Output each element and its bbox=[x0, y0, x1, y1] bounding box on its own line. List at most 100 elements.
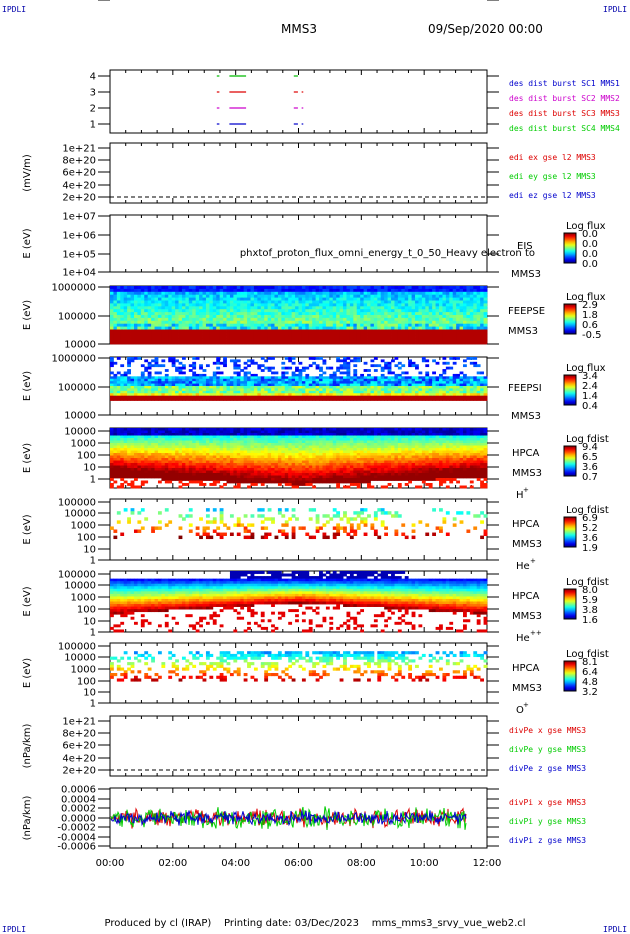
species-label-hpca_he2: He bbox=[516, 633, 530, 644]
y-axis-label-hpca_he: E (eV) bbox=[22, 514, 33, 544]
legend-dive-1: divPe y gse MMS3 bbox=[509, 745, 586, 754]
colorbar-title-feeps_e: Log flux bbox=[566, 292, 606, 303]
overlap-label-eis: phxtof_proton_flux_omni_energy_t_0_50_He… bbox=[240, 248, 535, 259]
y-tick-label-hpca_he: 1000 bbox=[71, 521, 96, 532]
x-tick-label: 00:00 bbox=[96, 858, 125, 869]
colorbar-eis bbox=[563, 232, 577, 264]
y-tick-label-edi: 1e+21 bbox=[62, 144, 96, 155]
y-tick-label-divi: -0.0006 bbox=[57, 842, 96, 853]
y-axis-label-feeps_e: E (eV) bbox=[22, 300, 33, 330]
spacecraft-label-eis: MMS3 bbox=[511, 269, 541, 280]
y-tick-label-hpca_o: 10000 bbox=[64, 653, 96, 664]
y-tick-label-hpca_h: 1 bbox=[90, 475, 96, 486]
spacecraft-label-hpca_o: MMS3 bbox=[512, 683, 542, 694]
spacecraft-label-hpca_he2: MMS3 bbox=[512, 611, 542, 622]
y-tick-label-feeps_e: 100000 bbox=[58, 312, 96, 323]
colorbar-tick-feeps_i: 1.4 bbox=[582, 391, 598, 402]
colorbar-tick-feeps_i: 2.4 bbox=[582, 381, 598, 392]
colorbar-tick-feeps_e: 0.6 bbox=[582, 320, 598, 331]
colorbar-tick-hpca_he2: 1.6 bbox=[582, 615, 598, 626]
panel-frame-dive bbox=[109, 715, 488, 777]
y-tick-label-hpca_o: 100000 bbox=[58, 642, 96, 653]
footer-printing-date: Printing date: 03/Dec/2023 bbox=[223, 918, 359, 929]
y-tick-label-feeps_e: 1000000 bbox=[51, 283, 96, 294]
footer-script-name: mms_mms3_srvy_vue_web2.cl bbox=[371, 918, 526, 929]
y-tick-label-hpca_o: 100 bbox=[77, 677, 96, 688]
spectrogram-hpca_h bbox=[110, 428, 488, 489]
legend-edi-0: edi ex gse l2 MMS3 bbox=[509, 153, 596, 162]
colorbar-tick-hpca_h: 6.5 bbox=[582, 452, 598, 463]
colorbar-tick-hpca_o: 4.8 bbox=[582, 677, 598, 688]
spacecraft-label-hpca_h: MMS3 bbox=[512, 468, 542, 479]
y-tick-label-hpca_o: 1 bbox=[90, 699, 96, 710]
y-tick-label-feeps_i: 10000 bbox=[64, 411, 96, 422]
species-charge-hpca_o: + bbox=[523, 701, 529, 709]
spectrogram-feeps_e bbox=[110, 286, 488, 345]
corner-label-top-left: IPDLI bbox=[2, 5, 27, 14]
legend-edi-2: edi ez gse l2 MMS3 bbox=[509, 191, 596, 200]
colorbar-tick-eis: 0.0 bbox=[582, 249, 598, 260]
legend-burst-3: des dist burst SC4 MMS4 bbox=[509, 124, 620, 133]
y-tick-label-hpca_he: 10 bbox=[83, 545, 96, 556]
y-tick-label-dive: 4e+20 bbox=[62, 754, 96, 765]
y-tick-label-dive: 8e+20 bbox=[62, 729, 96, 740]
y-tick-label-divi: 0.0004 bbox=[61, 795, 96, 806]
spectrogram-hpca_o bbox=[110, 651, 488, 682]
y-tick-label-divi: 0.0006 bbox=[61, 785, 96, 796]
species-charge-hpca_he: + bbox=[530, 557, 536, 565]
colorbar-title-hpca_he2: Log fdist bbox=[566, 577, 609, 588]
y-axis-label-hpca_h: E (eV) bbox=[22, 443, 33, 473]
y-axis-label-hpca_o: E (eV) bbox=[22, 658, 33, 688]
divpi-series-2 bbox=[110, 810, 467, 827]
date-title: 09/Sep/2020 00:00 bbox=[428, 22, 543, 36]
colorbar-tick-eis: 0.0 bbox=[582, 229, 598, 240]
y-tick-label-eis: 1e+06 bbox=[62, 231, 96, 242]
legend-divi-0: divPi x gse MMS3 bbox=[509, 798, 586, 807]
colorbar-feeps_i bbox=[563, 374, 577, 406]
y-tick-label-burst: 3 bbox=[90, 88, 96, 99]
colorbar-tick-feeps_i: 0.4 bbox=[582, 401, 598, 412]
colorbar-tick-feeps_e: 2.9 bbox=[582, 300, 598, 311]
y-tick-label-hpca_he: 10000 bbox=[64, 509, 96, 520]
colorbar-feeps_e bbox=[563, 303, 577, 335]
colorbar-hpca_he2 bbox=[563, 588, 577, 620]
y-tick-label-dive: 2e+20 bbox=[62, 766, 96, 777]
y-tick-label-hpca_he2: 10000 bbox=[64, 581, 96, 592]
colorbar-tick-feeps_e: -0.5 bbox=[582, 330, 602, 341]
y-axis-label-dive: (nPa/km) bbox=[22, 724, 33, 769]
y-tick-label-edi: 2e+20 bbox=[62, 193, 96, 204]
spacecraft-label-feeps_e: MMS3 bbox=[508, 326, 538, 337]
legend-burst-2: des dist burst SC3 MMS3 bbox=[509, 109, 620, 118]
species-charge-hpca_he2: ++ bbox=[530, 629, 542, 637]
y-tick-label-dive: 6e+20 bbox=[62, 741, 96, 752]
colorbar-tick-hpca_o: 6.4 bbox=[582, 667, 598, 678]
y-tick-label-edi: 6e+20 bbox=[62, 168, 96, 179]
x-tick-label: 08:00 bbox=[347, 858, 376, 869]
y-tick-label-hpca_o: 10 bbox=[83, 688, 96, 699]
y-tick-label-burst: 2 bbox=[90, 104, 96, 115]
species-label-hpca_o: O bbox=[516, 705, 524, 716]
colorbar-tick-hpca_he2: 5.9 bbox=[582, 595, 598, 606]
y-tick-label-hpca_o: 1000 bbox=[71, 665, 96, 676]
spectrogram-hpca_he2 bbox=[110, 571, 488, 633]
y-axis-label-divi: (nPa/km) bbox=[22, 796, 33, 841]
instrument-label-hpca_he2: HPCA bbox=[512, 591, 540, 602]
spacecraft-label-feeps_i: MMS3 bbox=[511, 411, 541, 422]
y-tick-label-hpca_h: 100 bbox=[77, 451, 96, 462]
y-tick-label-feeps_i: 1000000 bbox=[51, 354, 96, 365]
y-tick-label-hpca_h: 1000 bbox=[71, 439, 96, 450]
legend-edi-1: edi ey gse l2 MMS3 bbox=[509, 172, 596, 181]
corner-label-bottom-right: IPDLI bbox=[603, 925, 628, 934]
colorbar-tick-hpca_he: 1.9 bbox=[582, 543, 598, 554]
y-tick-label-dive: 1e+21 bbox=[62, 717, 96, 728]
spacecraft-label-hpca_he: MMS3 bbox=[512, 539, 542, 550]
y-axis-label-eis: E (eV) bbox=[22, 228, 33, 258]
instrument-label-feeps_e: FEEPSE bbox=[508, 306, 545, 317]
y-tick-label-edi: 8e+20 bbox=[62, 156, 96, 167]
y-tick-label-burst: 4 bbox=[90, 72, 96, 83]
colorbar-tick-feeps_i: 3.4 bbox=[582, 371, 598, 382]
y-tick-label-hpca_he: 100000 bbox=[58, 498, 96, 509]
y-tick-label-hpca_he2: 100 bbox=[77, 605, 96, 616]
y-axis-label-feeps_i: E (eV) bbox=[22, 371, 33, 401]
